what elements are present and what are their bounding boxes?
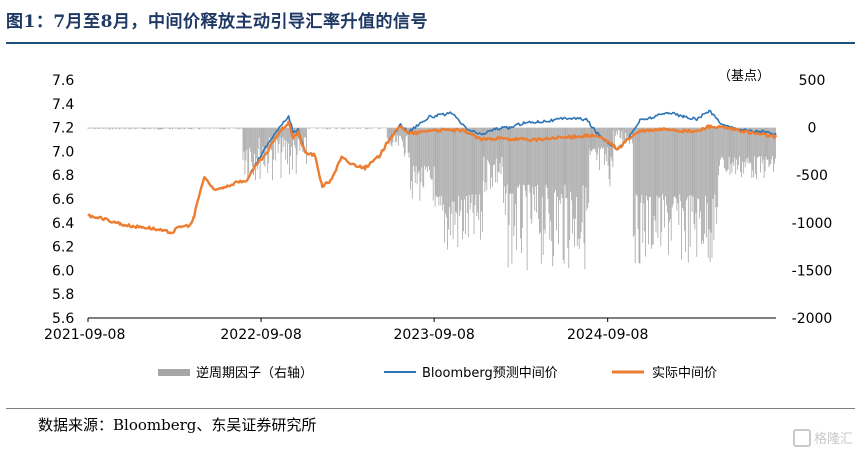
legend: 逆周期因子（右轴） Bloomberg预测中间价 实际中间价: [158, 365, 717, 381]
x-tick-label: 2023-09-08: [393, 327, 474, 343]
legend-label-actual: 实际中间价: [652, 366, 717, 381]
x-tick-label: 2021-09-08: [44, 327, 125, 343]
x-tick-label: 2022-09-08: [220, 327, 301, 343]
y-left-tick-label: 6.8: [52, 168, 74, 184]
y-left-tick-label: 7.4: [52, 97, 74, 113]
y-left-tick-label: 7.2: [52, 121, 74, 137]
title-rule: [6, 42, 855, 44]
right-axis-unit-label: （基点）: [718, 69, 770, 84]
y-left-tick-label: 5.6: [52, 311, 74, 327]
legend-label-factor: 逆周期因子（右轴）: [196, 365, 313, 381]
legend-label-bloomberg: Bloomberg预测中间价: [422, 366, 558, 381]
watermark: 格隆汇: [792, 428, 853, 447]
y-left-tick-label: 6.6: [52, 192, 74, 208]
page-title: 图1：7月至8月，中间价释放主动引导汇率升值的信号: [6, 12, 428, 32]
y-right-tick-label: -500: [796, 168, 828, 184]
bloomberg-series-line: [248, 109, 777, 177]
y-left-tick-label: 6.2: [52, 240, 74, 256]
watermark-text: 格隆汇: [813, 432, 853, 447]
actual-series-line: [87, 120, 778, 235]
source-note: 数据来源：Bloomberg、东吴证券研究所: [38, 416, 317, 434]
y-right-tick-label: 500: [799, 73, 826, 89]
footer-rule: [6, 408, 855, 409]
y-right-tick-label: -1500: [792, 263, 833, 279]
y-left-tick-label: 6.4: [52, 216, 74, 232]
y-left-tick-label: 6.0: [52, 263, 74, 279]
y-left-tick-label: 7.0: [52, 144, 74, 160]
y-left-tick-label: 5.8: [52, 287, 74, 303]
y-right-tick-label: -1000: [792, 216, 833, 232]
y-right-tick-label: 0: [808, 121, 817, 137]
factor-bars: [87, 127, 776, 271]
series-lines: [87, 109, 778, 235]
axes: 7.6 7.4 7.2 7.0 6.8 6.6 6.4 6.2 6.0 5.8 5.6 500 0 -50…: [44, 73, 832, 343]
y-right-tick-label: -2000: [792, 311, 833, 327]
y-left-tick-label: 7.6: [52, 73, 74, 89]
legend-swatch-factor: [158, 369, 190, 376]
watermark-logo-icon: [792, 429, 811, 447]
x-tick-label: 2024-09-08: [567, 327, 648, 343]
